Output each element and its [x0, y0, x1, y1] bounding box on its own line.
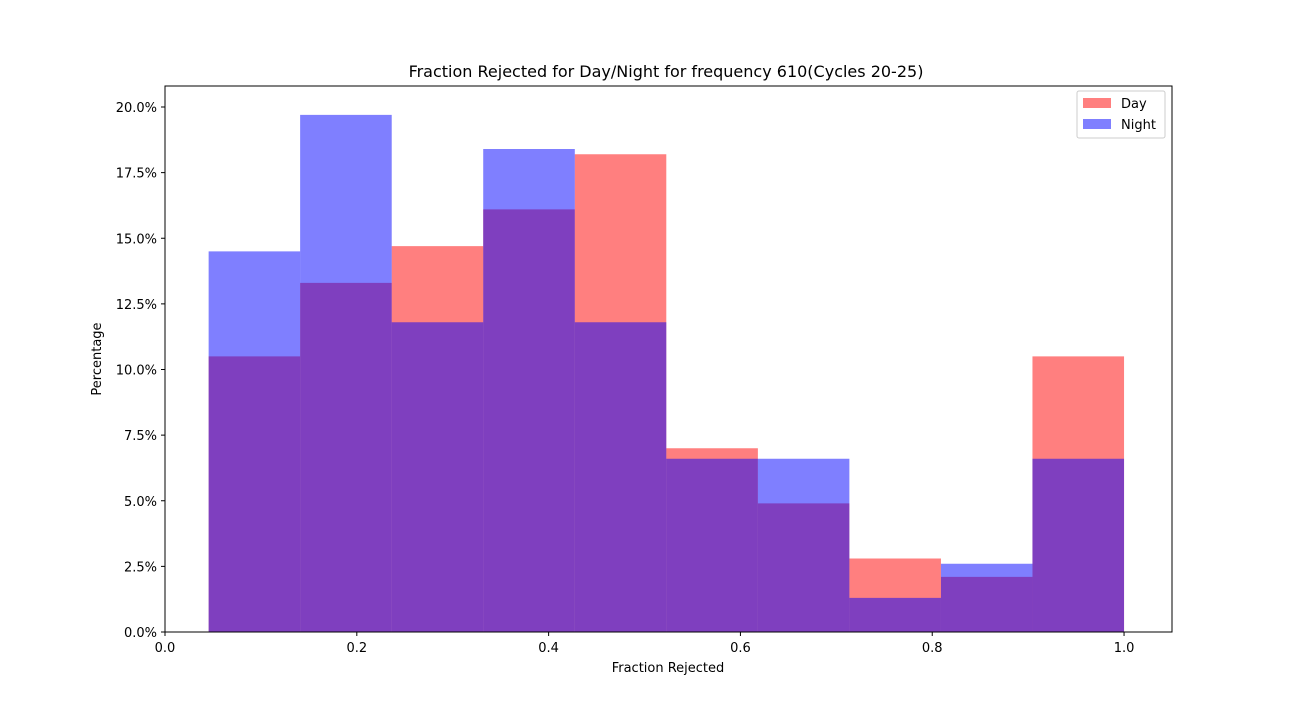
x-tick-label: 0.8 — [922, 641, 943, 656]
bar-night-0 — [208, 251, 301, 632]
y-tick-label: 20.0% — [116, 101, 157, 116]
bar-night-8 — [940, 563, 1033, 632]
y-tick-label: 0.0% — [124, 626, 157, 641]
y-axis-label: Percentage — [90, 322, 105, 395]
x-tick-label: 0.2 — [346, 641, 367, 656]
y-tick-label: 2.5% — [124, 560, 157, 575]
bar-night-1 — [300, 114, 392, 632]
legend-label-day: Day — [1121, 97, 1147, 112]
x-tick-label: 0.4 — [538, 641, 559, 656]
y-tick-label: 10.0% — [116, 364, 157, 379]
legend-swatch-night — [1083, 119, 1111, 129]
bar-night-6 — [757, 458, 850, 632]
bar-night-9 — [1032, 458, 1125, 632]
x-axis: 0.0 0.2 0.4 0.6 0.8 1.0 — [155, 632, 1135, 656]
y-tick-label: 15.0% — [116, 232, 157, 247]
legend: Day Night — [1076, 90, 1166, 139]
x-tick-label: 1.0 — [1114, 641, 1135, 656]
bar-night-4 — [574, 322, 667, 632]
bars-group — [208, 114, 1125, 632]
y-tick-label: 7.5% — [124, 429, 157, 444]
x-axis-label: Fraction Rejected — [612, 661, 725, 676]
y-tick-label: 17.5% — [116, 167, 157, 182]
legend-label-night: Night — [1121, 118, 1156, 133]
y-tick-label: 5.0% — [124, 495, 157, 510]
y-tick-label: 12.5% — [116, 298, 157, 313]
bar-night-5 — [666, 458, 758, 632]
legend-swatch-day — [1083, 98, 1111, 108]
plot-frame — [164, 85, 1173, 633]
x-tick-label: 0.6 — [730, 641, 751, 656]
y-axis: 0.0% 2.5% 5.0% 7.5% 10.0% 12.5% 15.0% 17.5% 20.0… — [116, 101, 165, 641]
bar-night-2 — [391, 322, 484, 632]
x-tick-label: 0.0 — [155, 641, 176, 656]
chart-title: Fraction Rejected for Day/Night for freq… — [409, 62, 924, 81]
bar-night-3 — [483, 149, 575, 632]
bar-night-7 — [849, 597, 941, 632]
